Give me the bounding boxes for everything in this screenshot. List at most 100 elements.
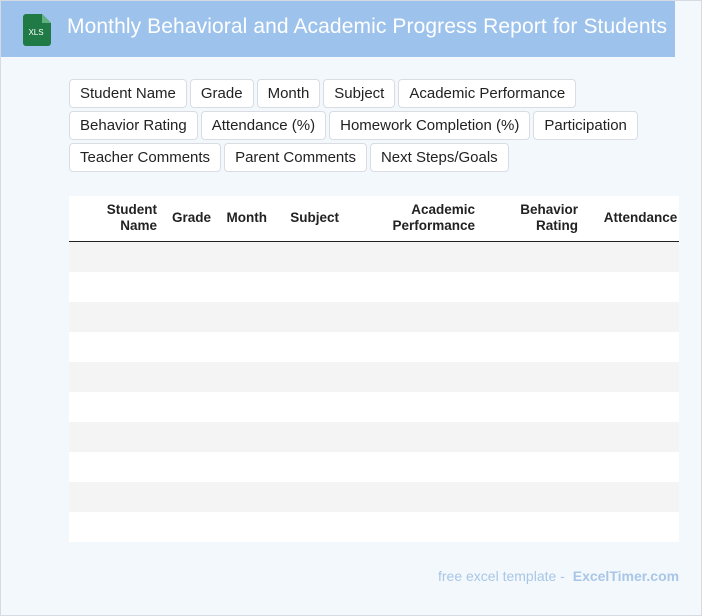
table-cell[interactable] (346, 391, 482, 422)
table-cell[interactable] (585, 301, 679, 332)
table-row (69, 271, 679, 302)
table-cell[interactable] (274, 271, 346, 302)
column-header[interactable]: Academic Performance (346, 196, 482, 242)
table-cell[interactable] (346, 271, 482, 302)
field-tag[interactable]: Month (256, 79, 321, 108)
footer-brand-link[interactable]: ExcelTimer.com (572, 568, 680, 584)
field-tag[interactable]: Grade (189, 79, 254, 108)
table-cell[interactable] (164, 241, 218, 272)
table-cell[interactable] (346, 361, 482, 392)
table-cell[interactable] (585, 391, 679, 422)
table-cell[interactable] (218, 271, 274, 302)
table-cell[interactable] (69, 511, 164, 542)
table-cell[interactable] (346, 421, 482, 452)
table-cell[interactable] (482, 331, 585, 362)
column-header[interactable]: Behavior Rating (482, 196, 585, 242)
table-cell[interactable] (346, 481, 482, 512)
table-cell[interactable] (69, 421, 164, 452)
field-tag-list: Student Name Grade Month Subject Academic Pe… (69, 79, 669, 172)
field-tag[interactable]: Homework Completion (%) (329, 111, 531, 140)
table-cell[interactable] (482, 271, 585, 302)
table-cell[interactable] (164, 361, 218, 392)
field-tag[interactable]: Academic Performance (398, 79, 577, 108)
xls-icon-label: XLS (28, 28, 43, 37)
table-cell[interactable] (164, 271, 218, 302)
footer-credit: free excel template - ExcelTimer.com (438, 568, 679, 584)
table-cell[interactable] (585, 271, 679, 302)
table-cell[interactable] (482, 391, 585, 422)
table-cell[interactable] (69, 271, 164, 302)
table-cell[interactable] (218, 451, 274, 482)
table-cell[interactable] (346, 241, 482, 272)
table-cell[interactable] (274, 451, 346, 482)
table-cell[interactable] (164, 391, 218, 422)
table-cell[interactable] (69, 301, 164, 332)
table-row (69, 511, 679, 542)
table-cell[interactable] (218, 301, 274, 332)
table-cell[interactable] (585, 481, 679, 512)
table-cell[interactable] (218, 511, 274, 542)
table-cell[interactable] (274, 511, 346, 542)
table-cell[interactable] (274, 241, 346, 272)
table-body (69, 241, 679, 542)
table-cell[interactable] (69, 331, 164, 362)
field-tag[interactable]: Next Steps/Goals (369, 143, 509, 172)
table-cell[interactable] (482, 241, 585, 272)
field-tag[interactable]: Teacher Comments (69, 143, 222, 172)
table-cell[interactable] (69, 241, 164, 272)
table-cell[interactable] (274, 301, 346, 332)
table-cell[interactable] (164, 331, 218, 362)
table-cell[interactable] (585, 511, 679, 542)
field-tag[interactable]: Parent Comments (224, 143, 367, 172)
table-cell[interactable] (346, 511, 482, 542)
table-cell[interactable] (218, 481, 274, 512)
table-cell[interactable] (274, 421, 346, 452)
column-header[interactable]: Grade (164, 196, 218, 242)
table-cell[interactable] (164, 511, 218, 542)
table-cell[interactable] (218, 391, 274, 422)
table-cell[interactable] (69, 391, 164, 422)
table-cell[interactable] (482, 451, 585, 482)
table-cell[interactable] (346, 331, 482, 362)
data-table-container: Student Name Grade Month Subject Academic Pe… (69, 196, 679, 542)
table-cell[interactable] (274, 331, 346, 362)
table-cell[interactable] (585, 451, 679, 482)
table-cell[interactable] (585, 331, 679, 362)
table-cell[interactable] (164, 481, 218, 512)
footer-prefix: free excel template - (438, 568, 565, 584)
table-cell[interactable] (482, 421, 585, 452)
table-row (69, 451, 679, 482)
table-row (69, 241, 679, 272)
table-cell[interactable] (164, 301, 218, 332)
table-cell[interactable] (482, 361, 585, 392)
field-tag[interactable]: Participation (533, 111, 638, 140)
table-cell[interactable] (482, 481, 585, 512)
table-cell[interactable] (346, 301, 482, 332)
column-header[interactable]: Month (218, 196, 274, 242)
table-cell[interactable] (585, 361, 679, 392)
table-cell[interactable] (274, 361, 346, 392)
table-cell[interactable] (274, 391, 346, 422)
table-cell[interactable] (585, 421, 679, 452)
table-cell[interactable] (218, 361, 274, 392)
table-cell[interactable] (164, 451, 218, 482)
table-cell[interactable] (218, 331, 274, 362)
column-header[interactable]: Attendance (%) (585, 196, 679, 242)
table-cell[interactable] (482, 301, 585, 332)
column-header[interactable]: Subject (274, 196, 346, 242)
field-tag[interactable]: Behavior Rating (69, 111, 198, 140)
table-cell[interactable] (218, 241, 274, 272)
table-cell[interactable] (218, 421, 274, 452)
table-cell[interactable] (346, 451, 482, 482)
table-cell[interactable] (482, 511, 585, 542)
field-tag[interactable]: Subject (323, 79, 396, 108)
column-header[interactable]: Student Name (69, 196, 164, 242)
table-cell[interactable] (69, 361, 164, 392)
table-cell[interactable] (69, 451, 164, 482)
field-tag[interactable]: Attendance (%) (200, 111, 327, 140)
field-tag[interactable]: Student Name (69, 79, 187, 108)
table-cell[interactable] (585, 241, 679, 272)
table-cell[interactable] (274, 481, 346, 512)
table-cell[interactable] (164, 421, 218, 452)
table-cell[interactable] (69, 481, 164, 512)
